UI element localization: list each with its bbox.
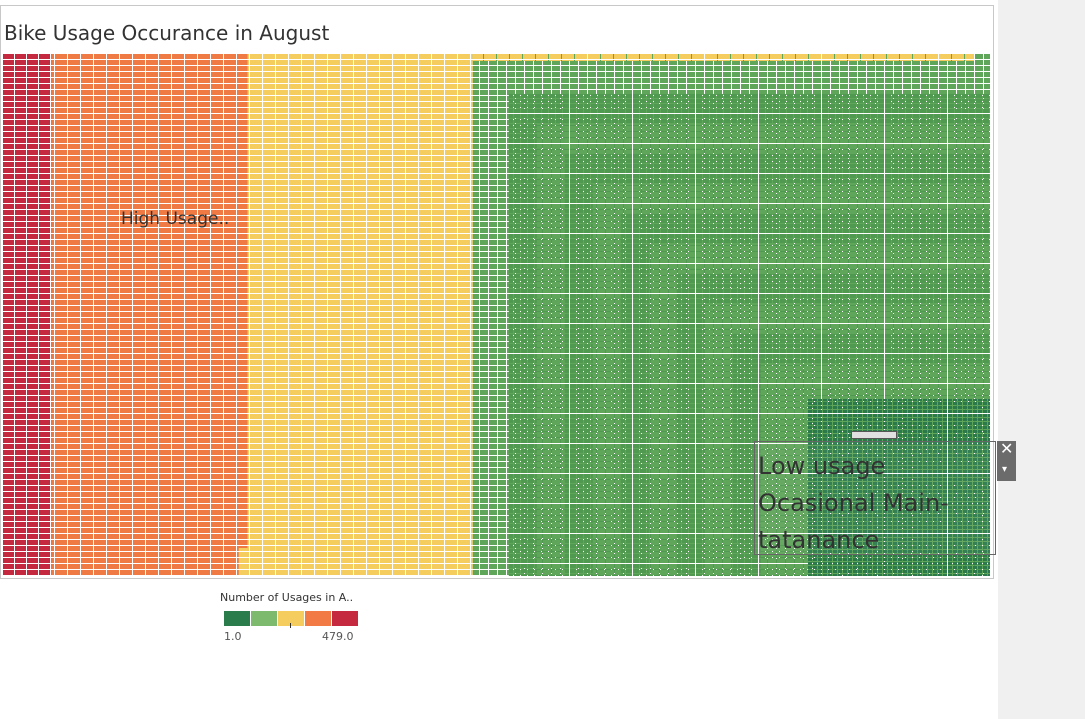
close-icon[interactable]: ✕ (1000, 441, 1014, 458)
right-panel (998, 0, 1085, 719)
band-high-usage[interactable] (51, 54, 248, 576)
treemap-plot (3, 54, 990, 576)
annotation-text: Low usage Ocasional Main- tatanance (758, 448, 949, 559)
chevron-down-icon[interactable]: ▾ (1002, 464, 1008, 475)
legend-title: Number of Usages in A.. (220, 591, 354, 604)
high-usage-label: High Usage.. (121, 209, 230, 229)
legend-swatch (251, 611, 278, 626)
color-legend[interactable] (224, 611, 358, 626)
annotation-line-3: tatanance (758, 526, 880, 554)
legend-max: 479.0 (322, 630, 354, 643)
highest-usage-tail[interactable] (3, 169, 38, 576)
band-medium-usage[interactable] (247, 54, 473, 576)
annotation-line-1: Low usage (758, 452, 886, 480)
legend-swatch (278, 611, 305, 626)
annotation-drag-handle[interactable] (851, 431, 897, 439)
legend-swatch (305, 611, 332, 626)
lowest-usage-block[interactable] (808, 399, 990, 576)
annotation-line-2: Ocasional Main- (758, 489, 949, 517)
medium-usage-step[interactable] (238, 548, 248, 576)
treemap-svg (3, 54, 990, 576)
legend-min: 1.0 (224, 630, 242, 643)
chart-title: Bike Usage Occurance in August (4, 21, 330, 45)
medium-usage-strip[interactable] (472, 54, 974, 61)
legend-swatch (332, 611, 358, 626)
low-usage-annotation[interactable]: Low usage Ocasional Main- tatanance (754, 431, 996, 555)
legend-swatch (224, 611, 251, 626)
annotation-controls: ✕ ▾ (997, 441, 1016, 481)
legend-tick (290, 623, 291, 628)
